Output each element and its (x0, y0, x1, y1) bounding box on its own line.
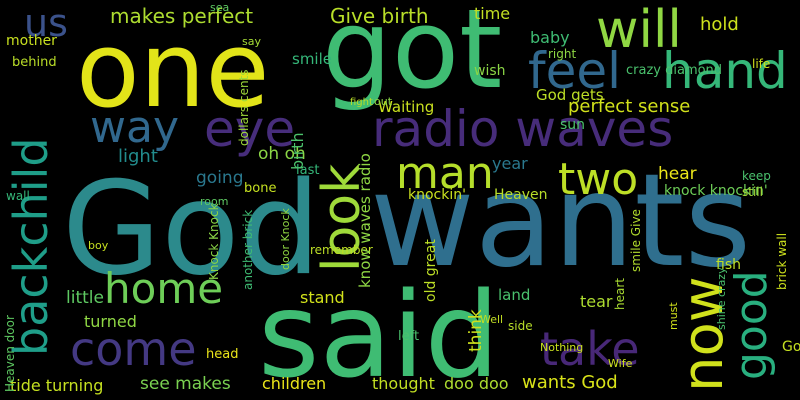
word-time: time (474, 4, 511, 23)
word-sea: sea (210, 1, 230, 14)
word-smile-give: smile Give (629, 209, 643, 272)
word-wall: wall (6, 189, 30, 203)
word-know-waves: know waves radio (356, 153, 374, 288)
word-going: going (196, 168, 244, 188)
word-wants: wants (370, 147, 752, 296)
word-radio-waves: radio waves (372, 100, 674, 158)
word-eye: eye (204, 100, 296, 158)
word-heaven-door: Heaven door (3, 315, 17, 392)
word-tide-turning: tide turning (10, 376, 104, 395)
word-heaven: Heaven (494, 187, 548, 203)
word-out: out (374, 95, 393, 108)
word-year: year (492, 154, 528, 173)
word-said: said (258, 266, 500, 400)
word-two: two (558, 154, 639, 205)
word-god-gets: God gets (536, 86, 604, 104)
word-one: one (76, 9, 270, 131)
word-left: left (398, 329, 420, 344)
word-come: come (70, 322, 197, 376)
word-behind: behind (12, 55, 57, 70)
word-will: will (596, 0, 682, 60)
word-old-great: old great (423, 239, 439, 302)
word-crazy-diamond: crazy diamond (626, 63, 723, 78)
word-stand: stand (300, 288, 345, 307)
word-thought: thought (372, 374, 435, 393)
word-last: last (296, 163, 320, 178)
word-keep: keep (742, 169, 771, 183)
word-shine-crazy: shine crazy (715, 267, 728, 330)
word-feel: feel (528, 42, 622, 100)
word-hand: hand (662, 42, 788, 100)
word-makes-perfect: makes perfect (110, 4, 254, 28)
word-waiting: Waiting (378, 98, 435, 116)
word-baby: baby (530, 28, 570, 47)
word-hear: hear (658, 164, 697, 184)
word-god: God (62, 155, 321, 304)
word-heart: heart (613, 278, 627, 310)
word-little: little (66, 288, 104, 308)
word-sun: sun (560, 117, 586, 133)
word-still: still (742, 185, 763, 199)
word-wish: wish (474, 63, 506, 79)
word-must: must (667, 302, 680, 330)
word-wants-god: wants God (522, 372, 618, 393)
word-birth: birth (288, 132, 307, 170)
word-bone: bone (244, 181, 277, 196)
word-another-brick: another brick (241, 209, 255, 290)
word-home: home (104, 264, 224, 313)
word-remember: remember (310, 243, 373, 257)
word-mother: mother (6, 33, 57, 49)
word-see-makes: see makes (140, 374, 231, 394)
word-light: light (118, 146, 158, 167)
word-wife: Wife (608, 357, 633, 370)
word-well: Well (480, 313, 504, 326)
word-perfect-sense: perfect sense (568, 96, 691, 117)
word-knock-knock: Knock Knock (207, 203, 221, 280)
word-fish: fish (716, 257, 741, 273)
word-room: room (200, 195, 229, 208)
word-land: land (498, 286, 531, 304)
word-brick-wall: brick wall (775, 232, 789, 290)
word-doo-doo: doo doo (444, 374, 509, 393)
word-god-small: God (782, 339, 800, 355)
word-turned: turned (84, 312, 137, 331)
word-life: life (752, 57, 771, 71)
word-fight: fight (350, 97, 373, 108)
word-man: man (396, 148, 494, 199)
word-give-birth: Give birth (330, 4, 429, 28)
word-oh-oh: oh oh (258, 144, 306, 164)
word-got: got (322, 0, 503, 113)
word-door-knock: door Knock (279, 208, 292, 270)
word-knockin: knockin' (408, 187, 466, 203)
word-children: children (262, 374, 327, 393)
word-take: take (540, 322, 640, 376)
word-knock-knockin: knock knockin' (664, 183, 768, 199)
word-boy: boy (88, 239, 109, 252)
word-hold: hold (700, 14, 739, 35)
word-us: us (24, 1, 68, 45)
word-say: say (242, 35, 261, 48)
word-smile: smile (292, 50, 332, 68)
word-right: right (548, 47, 577, 61)
word-dollars: dollars cents (237, 69, 251, 146)
word-tear: tear (580, 292, 613, 311)
word-nothing: Nothing (540, 341, 584, 354)
word-head: head (206, 347, 239, 362)
word-way: way (90, 102, 179, 153)
word-side: side (508, 319, 533, 333)
